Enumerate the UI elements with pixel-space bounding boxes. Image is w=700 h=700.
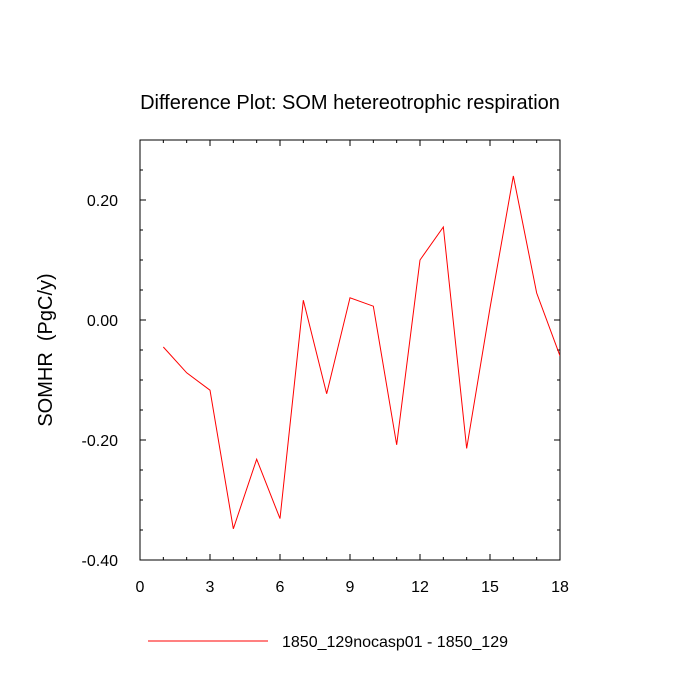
x-tick-label: 18 <box>551 579 569 596</box>
series-layer <box>162 175 560 529</box>
x-tick-label: 0 <box>136 579 145 596</box>
plot-frame <box>139 139 561 561</box>
x-tick-label: 12 <box>411 579 429 596</box>
axes: 0 3 6 9 12 15 18 -0.40 -0.20 0.00 0.20 SOMHR (PgC/y… <box>35 139 569 596</box>
legend-label-0: 1850_129nocasp01 - 1850_129 <box>282 634 508 651</box>
x-tick-label: 9 <box>346 579 355 596</box>
chart-title: Difference Plot: SOM hetereotrophic resp… <box>140 92 560 114</box>
y-axis-label: SOMHR (PgC/y) <box>35 273 57 426</box>
x-tick-label: 3 <box>206 579 215 596</box>
x-tick-label: 6 <box>276 579 285 596</box>
x-tick-label: 15 <box>481 579 499 596</box>
y-tick-label: -0.40 <box>82 553 119 570</box>
y-tick-label: 0.00 <box>87 313 118 330</box>
y-tick-label: -0.20 <box>82 433 119 450</box>
series-line-0 <box>162 175 560 529</box>
y-tick-label: 0.20 <box>87 193 118 210</box>
legend: 1850_129nocasp01 - 1850_129 <box>148 634 508 651</box>
